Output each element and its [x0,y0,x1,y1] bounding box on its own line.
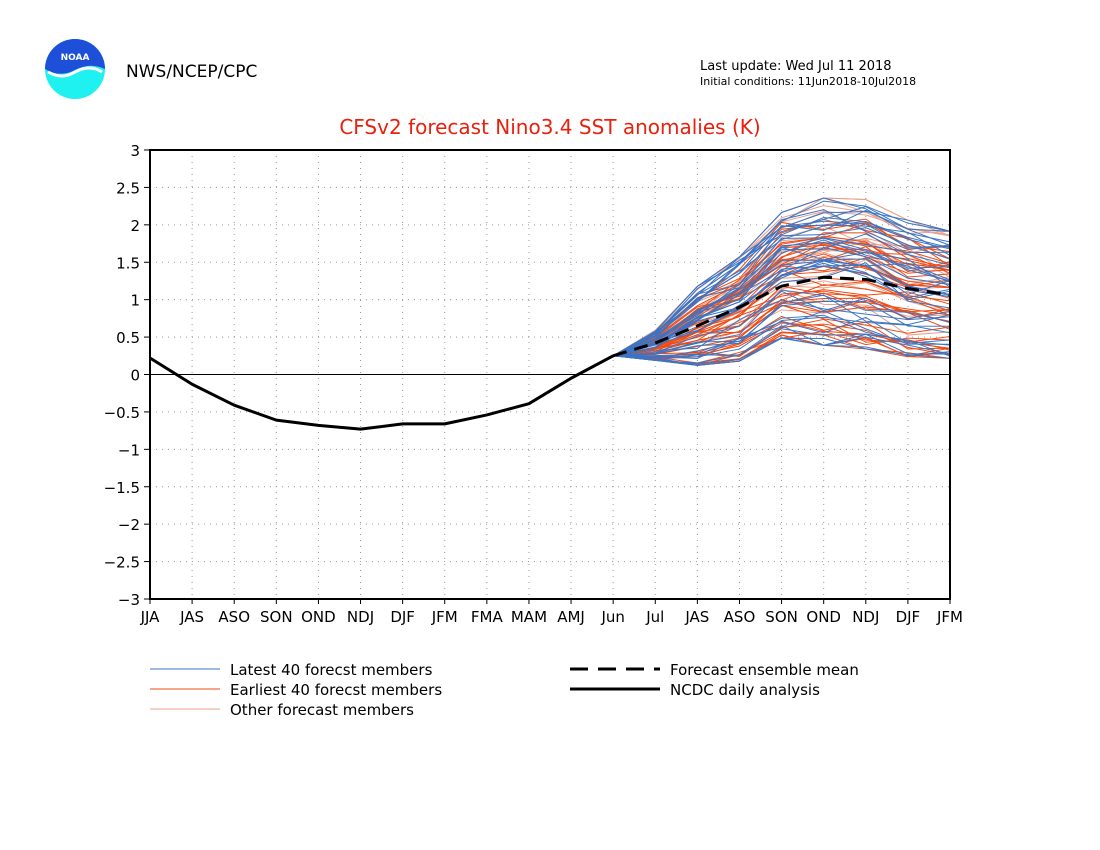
y-tick-label: 2 [130,217,140,235]
y-tick-label: 0 [130,367,140,385]
legend-label-other: Other forecast members [230,701,414,719]
x-tick-label: DJF [896,608,921,626]
x-tick-label: FMA [471,608,504,626]
legend: Latest 40 forecst members Earliest 40 fo… [150,661,859,719]
ensemble-member-line [613,325,951,364]
x-tick-label: OND [301,608,336,626]
agency-label: NWS/NCEP/CPC [126,62,257,82]
legend-label-analysis: NCDC daily analysis [670,681,820,699]
y-tick-label: 2.5 [116,179,140,197]
legend-label-earliest: Earliest 40 forecst members [230,681,442,699]
x-tick-label: Jul [645,608,664,626]
ensemble-member-line [612,239,951,357]
x-tick-label: AMJ [557,608,585,626]
ensemble-member-line [613,260,951,357]
legend-label-mean: Forecast ensemble mean [670,661,859,679]
x-tick-label: JAS [179,608,204,626]
y-tick-label: 3 [130,142,140,160]
ensemble-members [612,197,951,366]
x-tick-label: JJA [140,608,161,626]
x-tick-label: DJF [390,608,415,626]
chart-title: CFSv2 forecast Nino3.4 SST anomalies (K) [339,115,760,139]
x-tick-label: MAM [511,608,547,626]
ensemble-member-line [613,310,951,357]
ensemble-member-line [613,262,951,357]
y-tick-label: −2.5 [104,554,140,572]
x-tick-label: ASO [218,608,250,626]
series-lines [149,275,951,431]
y-tick-label: 0.5 [116,329,140,347]
y-axis-ticks: 3 2.5 2 1.5 1 0.5 0 −0.5 −1 −1.5 −2 −2.5 −3 [104,142,150,609]
x-tick-label: JFM [936,608,963,626]
ensemble-member-line [613,316,951,358]
y-tick-label: −2 [118,516,140,534]
x-tick-label: JAS [684,608,709,626]
x-tick-label: ASO [724,608,756,626]
ensemble-member-line [612,211,951,357]
ensemble-mean-line [612,275,951,358]
ensemble-member-line [613,246,951,357]
x-tick-label: NDJ [347,608,374,626]
y-tick-label: −0.5 [104,404,140,422]
x-tick-label: Jun [600,608,624,626]
ensemble-member-line [613,316,951,359]
ensemble-member-line [613,298,951,357]
ensemble-member-line [613,294,951,357]
ensemble-member-line [612,220,951,357]
logo-text: NOAA [61,53,90,63]
ensemble-member-line [613,306,951,357]
legend-label-latest: Latest 40 forecst members [230,661,433,679]
last-update: Last update: Wed Jul 11 2018 [700,59,892,74]
ensemble-member-line [613,289,951,357]
ensemble-member-line [613,246,951,357]
x-tick-label: SON [765,608,798,626]
ensemble-member-line [612,218,951,357]
ensemble-member-line [613,336,951,366]
logo-sky [45,39,105,74]
logo-wave [47,66,103,78]
initial-conditions: Initial conditions: 11Jun2018-10Jul2018 [700,75,916,88]
y-tick-label: 1 [130,292,140,310]
analysis-line [149,354,614,431]
ensemble-member-line [612,206,951,357]
x-tick-label: OND [806,608,841,626]
x-tick-label: JFM [431,608,458,626]
y-tick-label: −3 [118,591,140,609]
noaa-logo: NOAA [45,39,105,99]
x-axis-ticks: JJA JAS ASO SON OND NDJ DJF JFM FMA MAM AMJ Jun Jul J… [140,599,963,626]
ensemble-member-line [612,209,951,357]
y-tick-label: −1.5 [104,479,140,497]
x-tick-label: SON [260,608,293,626]
ensemble-member-line [613,328,951,361]
ensemble-member-line [613,259,951,357]
x-tick-label: NDJ [852,608,879,626]
y-tick-label: −1 [118,441,140,459]
y-tick-label: 1.5 [116,254,140,272]
ensemble-member-line [613,304,951,357]
